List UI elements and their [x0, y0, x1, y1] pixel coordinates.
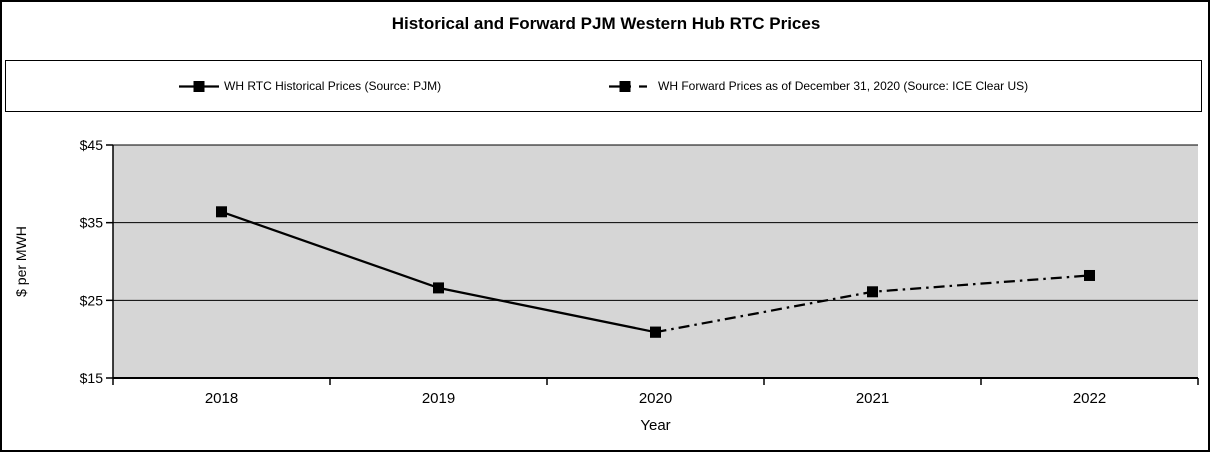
legend-label-forward: WH Forward Prices as of December 31, 202…	[658, 79, 1029, 93]
y-tick-label: $25	[80, 292, 104, 308]
x-tick-label: 2022	[1073, 390, 1106, 407]
y-tick-label: $35	[80, 215, 104, 231]
y-tick-label: $45	[80, 137, 104, 153]
y-tick-label: $15	[80, 370, 104, 386]
price-line-chart: $15 $25 $35 $45 2018 2019 2020 2021 2022 Year $ pe…	[13, 137, 1199, 434]
chart-title: Historical and Forward PJM Western Hub R…	[391, 14, 821, 33]
data-point-marker	[1084, 269, 1095, 281]
legend-line-solid-icon	[179, 80, 219, 92]
data-point-marker	[650, 326, 661, 338]
data-point-marker	[216, 206, 227, 218]
legend-entry-historical: WH RTC Historical Prices (Source: PJM)	[179, 79, 441, 93]
x-tick-label: 2021	[856, 390, 889, 407]
legend-box: WH RTC Historical Prices (Source: PJM) W…	[5, 60, 1202, 112]
data-point-marker	[867, 286, 878, 298]
data-point-marker	[433, 282, 444, 294]
x-tick-label: 2018	[205, 390, 238, 407]
y-axis-title: $ per MWH	[13, 226, 29, 297]
legend-line-dashdot-icon	[609, 80, 647, 92]
x-tick-label: 2020	[639, 390, 672, 407]
plot-area	[113, 145, 1198, 378]
x-tick-label: 2019	[422, 390, 455, 407]
legend-label-historical: WH RTC Historical Prices (Source: PJM)	[224, 79, 442, 93]
x-axis-title: Year	[640, 417, 670, 434]
legend-entry-forward: WH Forward Prices as of December 31, 202…	[609, 79, 1028, 93]
